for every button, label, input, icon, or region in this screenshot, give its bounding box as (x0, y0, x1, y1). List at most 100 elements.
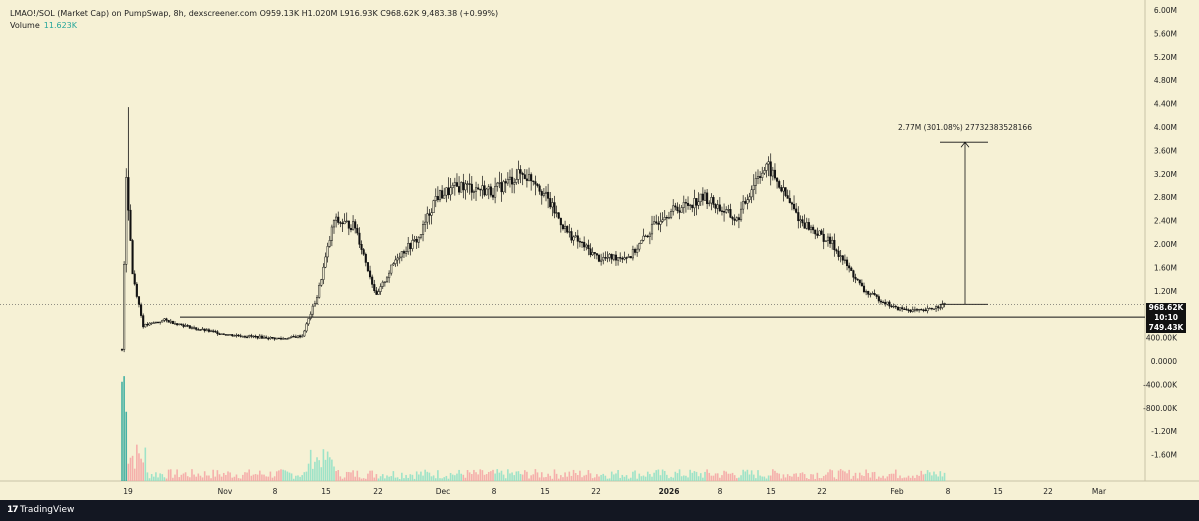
candle-body (474, 187, 478, 192)
volume-bar (203, 471, 206, 481)
volume-bar (704, 471, 706, 481)
volume-bar (193, 474, 195, 481)
candle-body (453, 182, 456, 186)
chart-legend: LMAO!/SOL (Market Cap) on PumpSwap, 8h, … (10, 8, 498, 32)
volume-bar (676, 473, 679, 481)
candle-body (426, 213, 429, 223)
candle-body (812, 226, 815, 231)
candle-body (235, 334, 238, 337)
volume-bar (381, 474, 384, 481)
volume-bar (371, 470, 373, 481)
candle-body (419, 234, 422, 238)
candle-body (135, 283, 138, 297)
candle-body (665, 217, 668, 219)
candle-body (481, 185, 484, 191)
candle-body (284, 338, 287, 340)
candle-body (438, 190, 442, 201)
volume-bar (343, 477, 346, 481)
volume-bar (712, 475, 715, 481)
volume-bar (447, 478, 450, 481)
x-tick-label: 22 (591, 487, 601, 496)
volume-bar (441, 478, 443, 481)
volume-bar (846, 473, 848, 481)
candle-body (479, 188, 482, 191)
volume-bar (727, 473, 730, 481)
volume-bar (905, 477, 908, 481)
x-tick-label: 15 (993, 487, 1003, 496)
candle-body (788, 198, 791, 204)
volume-bar (907, 475, 910, 481)
volume-bar (733, 475, 736, 481)
volume-bar (861, 475, 863, 481)
volume-bar (750, 470, 753, 481)
candle-body (723, 211, 726, 213)
volume-bar (350, 472, 352, 481)
candle-body (515, 179, 518, 183)
volume-bar (434, 478, 437, 481)
candle-body (610, 253, 613, 260)
volume-bar (786, 474, 789, 481)
tradingview-brand[interactable]: TradingView (20, 505, 75, 515)
candle-body (928, 307, 931, 310)
candle-body (140, 304, 143, 316)
volume-bar (837, 470, 840, 481)
candle-body (718, 204, 721, 212)
candle-body (706, 192, 709, 205)
candle-body (833, 239, 836, 251)
volume-bar (536, 472, 539, 481)
volume-bar (534, 469, 537, 481)
candle-body (381, 281, 384, 287)
candle-body (886, 301, 889, 305)
volume-bar (672, 477, 674, 481)
candle-body (799, 219, 802, 222)
candle-body (614, 254, 618, 261)
candle-body (735, 217, 738, 221)
candle-body (527, 174, 531, 181)
candle-body (415, 239, 418, 243)
candle-body (405, 251, 408, 254)
volume-bar (222, 472, 225, 481)
candle-body (307, 318, 310, 325)
volume-bar (280, 469, 282, 481)
volume-bar (655, 470, 658, 481)
volume-bar (710, 475, 713, 481)
candle-body (218, 333, 221, 335)
y-tick-label: 6.00M (1154, 6, 1177, 15)
candle-body (903, 308, 906, 310)
volume-bar (935, 474, 937, 481)
volume-bar (265, 476, 267, 481)
volume-bar (528, 478, 530, 481)
volume-bar (875, 478, 878, 481)
volume-bar (897, 478, 899, 481)
candle-body (699, 193, 702, 202)
volume-bar (318, 460, 320, 481)
volume-bar (581, 477, 583, 481)
volume-bar (208, 475, 210, 481)
volume-bar (157, 477, 159, 481)
volume-bar (201, 477, 204, 481)
volume-bar (155, 472, 157, 481)
candle-body (591, 252, 594, 256)
volume-bar (159, 473, 161, 481)
tradingview-logo-icon[interactable]: 17 (7, 505, 18, 515)
volume-bar (341, 478, 344, 481)
volume-bar (487, 471, 490, 481)
candle-body (674, 205, 677, 208)
y-tick-label: -1.20M (1151, 427, 1177, 436)
volume-bar (418, 474, 420, 481)
candle-body (841, 255, 844, 261)
candle-body (848, 265, 851, 269)
volume-bar (579, 470, 581, 481)
x-tick-label: 22 (373, 487, 383, 496)
volume-bar (396, 477, 399, 481)
y-tick-label: 0.0000 (1151, 357, 1177, 366)
volume-bar (852, 475, 855, 481)
candle-body (190, 327, 194, 329)
candle-body (277, 337, 280, 340)
candle-body (551, 202, 554, 208)
chart-plot[interactable]: 6.00M 5.60M 5.20M 4.80M 4.40M 4.00M 3.60M 3.20M… (0, 0, 1199, 496)
candle-body (252, 335, 255, 338)
candle-body (436, 196, 439, 201)
candle-body (173, 323, 177, 325)
